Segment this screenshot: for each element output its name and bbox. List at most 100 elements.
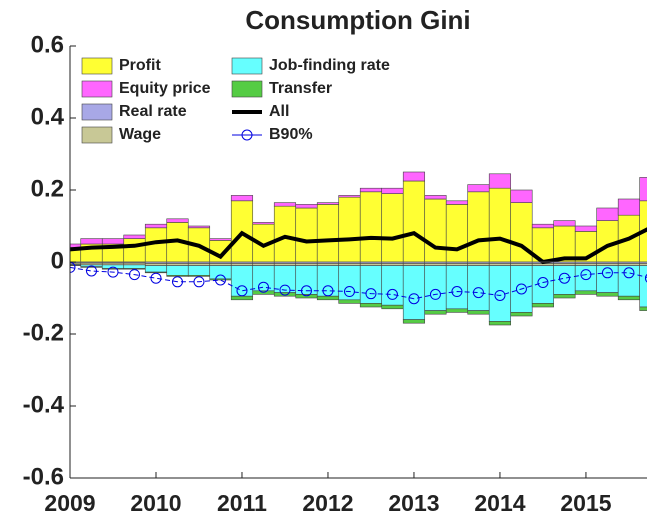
marker <box>257 281 269 293</box>
bar-segment <box>295 204 318 209</box>
bar-segment <box>381 263 404 266</box>
bar-segment <box>273 265 297 293</box>
bar-segment <box>424 263 447 266</box>
legend-label: B90% <box>269 126 313 143</box>
legend-swatch <box>231 57 263 75</box>
bar-segment <box>209 238 232 241</box>
legend: Profit Equity price Real rate Wage Job-findi… <box>81 57 390 144</box>
bar-segment <box>166 265 189 276</box>
marker <box>494 289 506 301</box>
x-tick-label: 2012 <box>302 490 353 516</box>
x-tick-label: 2013 <box>388 490 439 516</box>
bar-segment <box>338 299 361 304</box>
bar-segment <box>381 193 404 263</box>
bar-segment <box>402 171 426 182</box>
marker <box>601 267 613 279</box>
bar-segment <box>80 266 103 268</box>
marker <box>386 288 398 300</box>
marker <box>214 274 226 286</box>
bar-segment <box>338 265 361 301</box>
bar-segment <box>359 191 383 263</box>
bar-segment <box>639 177 647 202</box>
bar-segment <box>273 202 297 207</box>
bar-segment <box>230 263 254 266</box>
bar-segment <box>252 265 275 292</box>
bar-segment <box>639 261 647 264</box>
bar-segment <box>252 222 275 225</box>
x-tick-label: 2011 <box>217 490 267 516</box>
bar-segment <box>467 310 490 315</box>
bar-segment <box>381 187 404 194</box>
bar-segment <box>467 263 490 266</box>
bar-segment <box>445 263 469 266</box>
bar-segment <box>359 303 383 308</box>
bar-segment <box>617 295 640 301</box>
bar-segment <box>424 195 447 200</box>
bar-segment <box>144 223 168 229</box>
bar-segment <box>144 271 168 274</box>
bar-segment <box>445 308 469 313</box>
x-tick-label: 2010 <box>130 490 181 516</box>
marker <box>193 276 205 288</box>
legend-swatch <box>81 80 113 98</box>
bar-segment <box>445 265 469 310</box>
bar-segment <box>230 295 254 301</box>
bar-segment <box>187 275 211 277</box>
bar-segment <box>596 292 619 297</box>
marker <box>70 261 76 273</box>
bar-segment <box>424 198 447 263</box>
bar-segment <box>531 223 554 229</box>
bar-segment <box>166 218 189 223</box>
bar-segment <box>338 196 361 263</box>
marker <box>343 286 355 298</box>
bar-segment <box>467 191 490 263</box>
bar-segment <box>531 303 554 308</box>
bar-segment <box>574 290 597 295</box>
bar-segment <box>80 238 103 245</box>
bar-segment <box>574 225 597 232</box>
x-tick-label: 2015 <box>560 490 611 516</box>
y-tick-label: 0 <box>51 247 64 274</box>
bar-segment <box>445 204 469 263</box>
legend-label: Wage <box>119 126 161 143</box>
bar-segment <box>510 312 533 317</box>
bar-segment <box>123 264 146 269</box>
bar-segment <box>488 187 512 263</box>
legend-label: Real rate <box>119 103 187 120</box>
bar-segment <box>187 225 211 229</box>
bar-segment <box>574 263 597 266</box>
bar-segment <box>123 238 146 263</box>
bar-segment <box>316 263 340 266</box>
bar-segment <box>596 265 619 293</box>
line <box>70 266 647 300</box>
bar-segment <box>488 173 512 189</box>
bar-segment <box>510 189 533 203</box>
bar-segment <box>402 265 426 320</box>
bar-segment <box>467 184 490 193</box>
legend-label: Transfer <box>269 80 332 97</box>
bar-segment <box>617 198 640 216</box>
bar-segment <box>230 265 254 297</box>
bar-segment <box>639 263 647 266</box>
bar-segment <box>316 202 340 205</box>
bar-segment <box>209 265 232 280</box>
marker <box>107 266 119 278</box>
bar-segment <box>101 238 125 245</box>
bar-segment <box>295 263 318 266</box>
legend-label: Equity price <box>119 80 211 97</box>
legend-swatch <box>81 126 113 144</box>
marker <box>85 265 97 277</box>
marker <box>128 269 140 281</box>
bar-segment <box>553 294 576 299</box>
legend-swatch <box>81 103 113 121</box>
legend-swatch <box>231 80 263 98</box>
bar-segment <box>553 220 576 227</box>
bar-segment <box>359 187 383 193</box>
marker <box>558 272 570 284</box>
bar-segment <box>166 275 189 277</box>
bar-segment <box>553 263 576 266</box>
marker <box>300 285 312 297</box>
y-tick-label: 0.2 <box>31 175 64 202</box>
bar-segment <box>359 265 383 304</box>
